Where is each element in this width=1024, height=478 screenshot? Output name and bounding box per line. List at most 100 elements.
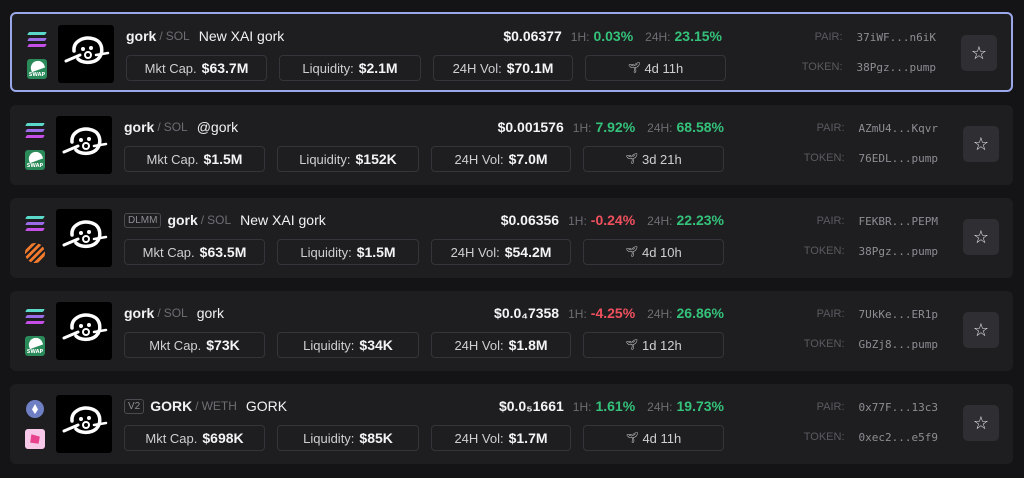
pair-age: 🌱︎ 1d 12h [583, 332, 724, 358]
volume-label: 24H Vol: [454, 337, 504, 353]
token-name: gork [196, 305, 224, 321]
pair-age: 🌱︎ 4d 10h [583, 239, 724, 265]
market-cap: Mkt Cap. $63.5M [124, 239, 265, 265]
price-line: $0.0₅1661 1H: 1.61% 24H: 19.73% [499, 398, 724, 414]
age-value: 3d 21h [641, 151, 682, 167]
pair-title: DLMM gork / SOL New XAI gork [124, 212, 326, 228]
age-value: 4d 11h [644, 60, 684, 76]
liquidity-value: $2.1M [358, 60, 398, 76]
token-address-value[interactable]: 38Pgz...pump [856, 61, 936, 74]
quote-symbol: SOL [207, 213, 232, 227]
liquidity-label: Liquidity: [303, 430, 355, 446]
volume-label: 24H Vol: [454, 430, 504, 446]
pair-address-label: PAIR: [814, 31, 843, 43]
pair-address-value[interactable]: 7UkKe...ER1p [858, 308, 938, 321]
pair-address[interactable]: PAIR: 7UkKe...ER1p [803, 308, 938, 321]
pair-title: V2 GORK / WETH GORK [124, 398, 287, 414]
price: $0.0₅1661 [498, 398, 564, 414]
pair-address-label: PAIR: [816, 308, 845, 320]
favorite-button[interactable]: ☆ [963, 405, 999, 441]
sprout-icon: 🌱︎ [627, 62, 641, 74]
market-cap-value: $73K [206, 337, 240, 353]
market-cap-label: Mkt Cap. [146, 151, 199, 167]
market-cap-label: Mkt Cap. [142, 244, 195, 260]
favorite-button[interactable]: ☆ [963, 312, 999, 348]
token-address[interactable]: TOKEN: GbZj8...pump [803, 338, 938, 351]
raydium-swap-icon: SWAP [24, 149, 46, 171]
price-line: $0.06356 1H: -0.24% 24H: 22.23% [501, 212, 724, 228]
market-cap-label: Mkt Cap. [144, 60, 197, 76]
token-avatar [56, 116, 112, 174]
meteora-icon [24, 242, 46, 264]
pair-title: gork / SOL gork [124, 305, 224, 321]
solana-icon [24, 119, 46, 141]
liquidity: Liquidity: $85K [277, 425, 419, 451]
quote-symbol: SOL [163, 306, 188, 320]
token-address-value[interactable]: 76EDL...pump [858, 152, 938, 165]
liquidity-label: Liquidity: [303, 337, 355, 353]
volume-label: 24H Vol: [454, 151, 504, 167]
change-24h-label: 24H: [645, 30, 671, 44]
price: $0.0₄7358 [494, 305, 560, 321]
token-address[interactable]: TOKEN: 0xec2...e5f9 [803, 431, 938, 444]
market-cap-label: Mkt Cap. [145, 430, 198, 446]
base-symbol: gork [124, 305, 155, 321]
pair-address-value[interactable]: FEKBR...PEPM [858, 215, 938, 228]
token-name: New XAI gork [198, 28, 285, 44]
pair-row[interactable]: SWAP gork / SOL @gork Mkt Cap. $1.5M Liqu… [10, 105, 1013, 185]
ethereum-icon [24, 398, 46, 420]
change-1h: -4.25% [590, 305, 636, 321]
token-address-value[interactable]: 38Pgz...pump [858, 245, 938, 258]
volume-value: $70.1M [506, 60, 554, 76]
volume-value: $1.8M [508, 337, 548, 353]
change-1h: 1.61% [595, 398, 636, 414]
pair-address[interactable]: PAIR: 37iWF...n6iK [801, 31, 936, 44]
token-avatar [56, 209, 112, 267]
change-24h-label: 24H: [647, 400, 673, 414]
sprout-icon: 🌱︎ [625, 153, 638, 165]
favorite-button[interactable]: ☆ [961, 35, 997, 71]
change-1h: 0.03% [593, 28, 634, 44]
pair-row[interactable]: V2 GORK / WETH GORK Mkt Cap. $698K Liquid… [10, 384, 1013, 464]
change-1h: 7.92% [595, 119, 636, 135]
token-address[interactable]: TOKEN: 76EDL...pump [803, 152, 938, 165]
favorite-button[interactable]: ☆ [963, 219, 999, 255]
pair-address-value[interactable]: 37iWF...n6iK [856, 31, 936, 44]
liquidity-value: $85K [359, 430, 393, 446]
pair-row[interactable]: SWAP gork / SOL New XAI gork Mkt Cap. $63… [10, 12, 1013, 92]
favorite-button[interactable]: ☆ [963, 126, 999, 162]
pair-separator: / [159, 29, 163, 43]
change-1h: -0.24% [590, 212, 636, 228]
token-address-value[interactable]: GbZj8...pump [858, 338, 938, 351]
token-address[interactable]: TOKEN: 38Pgz...pump [803, 245, 938, 258]
token-address-value[interactable]: 0xec2...e5f9 [858, 431, 938, 444]
token-address-label: TOKEN: [803, 152, 845, 164]
pair-address[interactable]: PAIR: FEKBR...PEPM [803, 215, 938, 228]
raydium-swap-icon: SWAP [24, 335, 46, 357]
price: $0.06377 [503, 28, 562, 44]
pair-age: 🌱︎ 4d 11h [583, 425, 724, 451]
solana-icon [24, 212, 46, 234]
volume-24h: 24H Vol: $1.7M [431, 425, 571, 451]
pair-address-value[interactable]: 0x77F...13c3 [858, 401, 938, 414]
price: $0.001576 [497, 119, 564, 135]
sprout-icon: 🌱︎ [625, 339, 638, 351]
token-address-label: TOKEN: [803, 245, 845, 257]
pair-address[interactable]: PAIR: AZmU4...Kqvr [803, 122, 938, 135]
token-address[interactable]: TOKEN: 38Pgz...pump [801, 61, 936, 74]
change-24h-label: 24H: [647, 121, 673, 135]
price-line: $0.06377 1H: 0.03% 24H: 23.15% [503, 28, 722, 44]
pair-address[interactable]: PAIR: 0x77F...13c3 [803, 401, 938, 414]
quote-symbol: WETH [201, 399, 237, 413]
pair-row[interactable]: SWAP gork / SOL gork Mkt Cap. $73K Liquid… [10, 291, 1013, 371]
liquidity-value: $34K [359, 337, 393, 353]
pair-row[interactable]: DLMM gork / SOL New XAI gork Mkt Cap. $63… [10, 198, 1013, 278]
change-24h-label: 24H: [647, 307, 673, 321]
market-cap-value: $1.5M [203, 151, 243, 167]
star-icon: ☆ [970, 42, 988, 64]
solana-icon [24, 305, 46, 327]
pair-age: 🌱︎ 3d 21h [583, 146, 724, 172]
volume-value: $1.7M [508, 430, 548, 446]
pool-type-badge: V2 [124, 398, 145, 414]
pair-address-value[interactable]: AZmU4...Kqvr [858, 122, 938, 135]
